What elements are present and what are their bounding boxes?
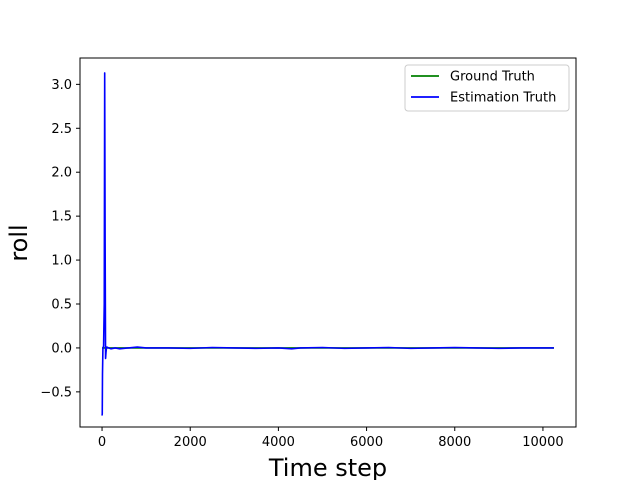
x-tick-label: 4000: [262, 435, 295, 450]
series-layer: [101, 72, 554, 416]
x-axis: 0 2000 4000 6000 8000 10000: [98, 427, 564, 450]
x-tick-label: 10000: [522, 435, 563, 450]
legend-label-estimation-truth: Estimation Truth: [450, 91, 556, 106]
y-tick-label: 2.5: [51, 122, 72, 137]
y-tick-label: 3.0: [51, 78, 72, 93]
y-tick-label: 0.5: [51, 298, 72, 313]
y-axis-title: roll: [5, 224, 33, 261]
x-tick-label: 0: [98, 435, 106, 450]
legend-label-ground-truth: Ground Truth: [450, 70, 535, 85]
y-tick-label: 0.0: [51, 341, 72, 356]
y-tick-label: 2.0: [51, 166, 72, 181]
y-axis: −0.5 0.0 0.5 1.0 1.5 2.0 2.5 3.0: [40, 78, 80, 400]
y-tick-label: 1.0: [51, 254, 72, 269]
x-tick-label: 8000: [438, 435, 471, 450]
series-line-estimation-truth: [101, 72, 554, 416]
x-axis-title: Time step: [268, 454, 387, 480]
legend-box: [404, 64, 570, 112]
legend: Ground Truth Estimation Truth: [404, 64, 570, 112]
x-tick-label: 6000: [350, 435, 383, 450]
y-tick-label: −0.5: [40, 385, 72, 400]
x-tick-label: 2000: [174, 435, 207, 450]
y-tick-label: 1.5: [51, 210, 72, 225]
plot-frame: [79, 57, 577, 428]
